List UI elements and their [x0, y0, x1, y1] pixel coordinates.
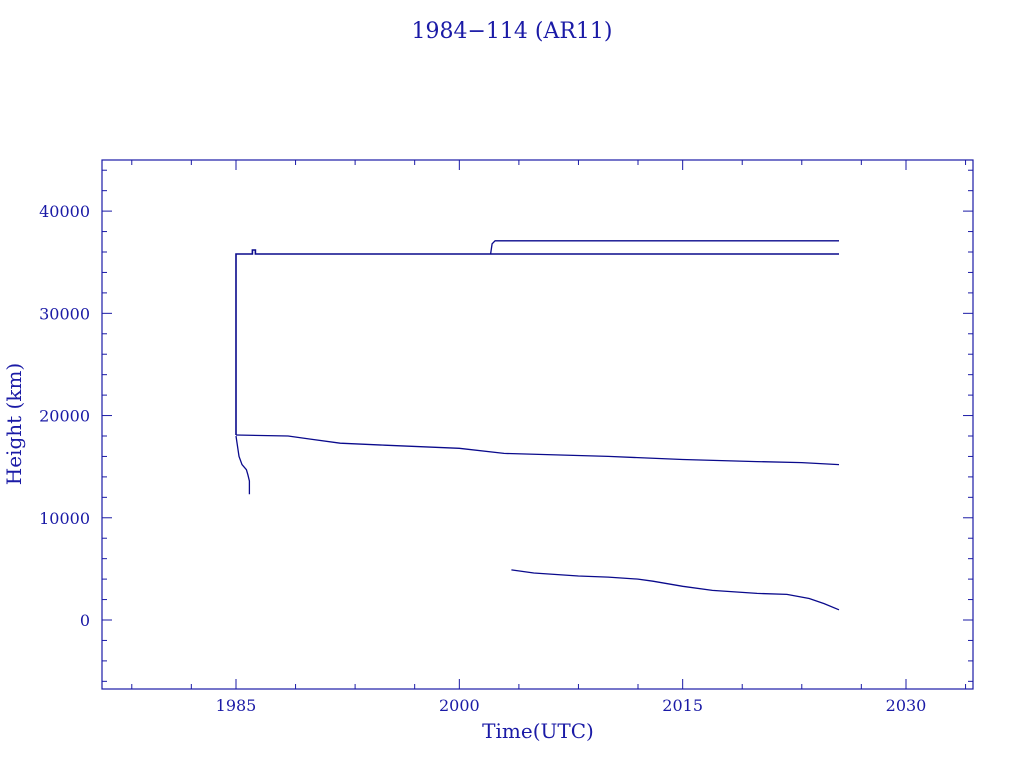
series-line-5 [511, 569, 840, 611]
chart-title: 1984−114 (AR11) [411, 19, 612, 44]
x-tick-label: 1985 [216, 696, 257, 715]
series-line-3 [235, 434, 840, 466]
x-tick-label: 2015 [662, 696, 703, 715]
plot-frame [101, 159, 974, 690]
series-line-1 [235, 249, 839, 435]
y-tick-label: 30000 [39, 304, 90, 323]
y-tick-label: 20000 [39, 407, 90, 426]
series-line-2 [489, 240, 839, 255]
x-tick-label: 2000 [439, 696, 480, 715]
y-axis-label: Height (km) [2, 363, 26, 485]
series-line-4 [235, 435, 251, 495]
y-tick-label: 10000 [39, 509, 90, 528]
y-tick-label: 40000 [39, 202, 90, 221]
y-tick-label: 0 [80, 611, 90, 630]
x-axis-label: Time(UTC) [482, 719, 594, 743]
x-tick-label: 2030 [886, 696, 927, 715]
